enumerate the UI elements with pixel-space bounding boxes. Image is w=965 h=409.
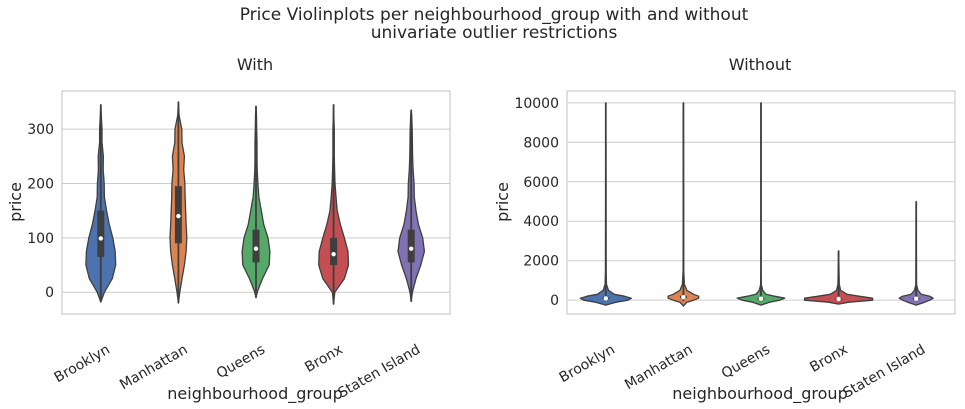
figure-title-line-2: univariate outlier restrictions xyxy=(371,23,618,43)
x-tick-label: Bronx xyxy=(807,342,850,376)
y-tick-label: 0 xyxy=(550,293,559,309)
y-tick-label: 0 xyxy=(45,285,54,301)
y-tick-label: 100 xyxy=(27,231,54,247)
y-tick-label: 2000 xyxy=(523,254,559,270)
violin-median-dot xyxy=(836,296,841,302)
subplot-without: Without neighbourhood_group price 0 2000 4… xyxy=(493,55,956,404)
violin-median-dot xyxy=(914,296,919,301)
violin-median-dot xyxy=(176,213,181,219)
y-axis-label-with: price xyxy=(6,182,25,222)
subplot-title-with: With xyxy=(237,55,273,74)
violin-queens xyxy=(736,102,786,306)
subplot-title-without: Without xyxy=(729,55,792,74)
y-tick-label: 200 xyxy=(27,176,54,192)
violin-median-dot xyxy=(758,296,764,301)
y-tick-label: 300 xyxy=(27,122,54,138)
violin-median-dot xyxy=(681,295,686,300)
violin-median-dot xyxy=(409,246,414,251)
violin-iqr-box xyxy=(97,210,105,257)
violin-iqr-box xyxy=(330,237,338,266)
violin-median-dot xyxy=(331,251,336,257)
violin-median-dot xyxy=(253,246,259,251)
axes-frame xyxy=(61,90,451,315)
violin-median-dot xyxy=(98,236,104,241)
x-tick-label: Queens xyxy=(214,342,268,383)
x-tick-label: Queens xyxy=(719,342,773,383)
x-tick-label: Brooklyn xyxy=(52,342,113,387)
violin-median-dot xyxy=(603,296,608,301)
axes-frame xyxy=(566,90,956,315)
x-tick-label: Staten Island xyxy=(840,342,928,402)
x-tick-label: Bronx xyxy=(302,342,345,376)
x-axis-label-without: neighbourhood_group xyxy=(672,384,847,404)
y-tick-label: 4000 xyxy=(523,214,559,230)
subplot-with: With neighbourhood_group price 0 100 200 30… xyxy=(6,55,451,404)
y-tick-label: 8000 xyxy=(523,135,559,151)
violin-iqr-box xyxy=(407,229,415,263)
x-tick-label: Brooklyn xyxy=(557,342,618,387)
y-axis-label-without: price xyxy=(493,182,512,222)
x-tick-label: Staten Island xyxy=(335,342,423,402)
x-axis-label-with: neighbourhood_group xyxy=(167,384,342,404)
y-tick-label: 10000 xyxy=(514,96,559,112)
violin-iqr-box xyxy=(252,229,260,263)
y-tick-label: 6000 xyxy=(523,175,559,191)
figure-title-line-1: Price Violinplots per neighbourhood_grou… xyxy=(240,5,749,25)
